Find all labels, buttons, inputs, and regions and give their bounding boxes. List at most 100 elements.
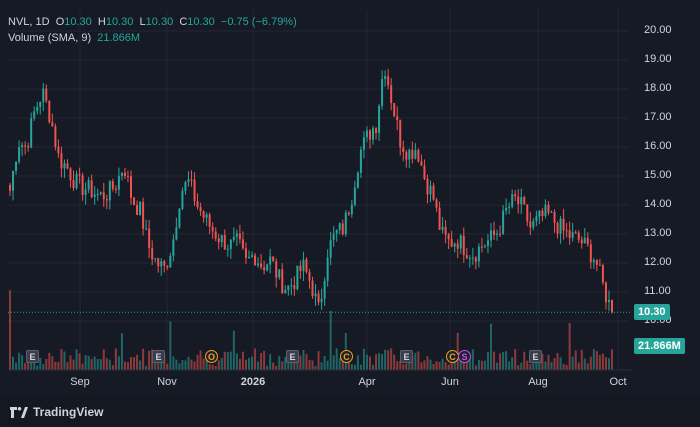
volume-bar: [611, 349, 613, 370]
split-event-marker[interactable]: S: [458, 350, 471, 363]
volume-bar: [514, 349, 517, 370]
volume-bar: [520, 362, 523, 370]
candle-body: [145, 228, 148, 230]
candle-body: [63, 163, 66, 169]
volume-bar: [175, 359, 178, 370]
candle-body: [477, 246, 480, 262]
volume-bar: [529, 364, 532, 370]
candle-body: [69, 168, 72, 181]
volume-bar: [314, 365, 317, 370]
volume-bar: [290, 360, 293, 370]
volume-bar: [39, 357, 42, 370]
volume-bar: [232, 330, 235, 370]
volume-bar: [508, 361, 511, 370]
candle-body: [362, 137, 365, 150]
candle-body: [199, 207, 202, 212]
candle-body: [33, 111, 36, 119]
volume-bar: [411, 356, 414, 370]
candle-body: [583, 237, 586, 244]
candle-body: [441, 226, 444, 230]
candle-body: [565, 230, 568, 232]
earnings-event-marker[interactable]: E: [400, 350, 413, 363]
candle-body: [402, 147, 405, 152]
candle-body: [172, 239, 175, 256]
volume-bar: [381, 354, 384, 370]
volume-bar: [341, 359, 344, 370]
volume-bar: [66, 362, 69, 370]
candle-body: [356, 172, 359, 188]
candle-body: [111, 181, 114, 189]
volume-bar: [378, 353, 381, 370]
earnings-event-marker[interactable]: E: [152, 350, 165, 363]
volume-bar: [254, 348, 257, 370]
candle-body: [15, 161, 18, 171]
volume-bar: [211, 364, 214, 370]
candle-body: [229, 239, 232, 249]
candle-body: [611, 300, 613, 313]
candle-body: [299, 265, 302, 272]
volume-bar: [332, 355, 335, 370]
candle-body: [335, 229, 338, 234]
volume-bar: [133, 357, 136, 370]
volume-bar: [187, 356, 190, 370]
candle-body: [604, 282, 607, 303]
candle-body: [296, 265, 299, 290]
volume-bar: [251, 356, 254, 370]
corporate-event-marker[interactable]: C: [340, 350, 353, 363]
candle-body: [84, 189, 87, 195]
volume-bar: [459, 358, 462, 370]
price-tick-label: 19.00: [644, 53, 672, 65]
candle-body: [574, 232, 577, 234]
earnings-event-marker[interactable]: E: [529, 350, 542, 363]
volume-bar: [87, 355, 90, 370]
volume-bar: [130, 357, 133, 370]
tradingview-logo[interactable]: TradingView: [10, 405, 103, 419]
candle-body: [81, 175, 84, 195]
volume-bar: [489, 323, 492, 370]
volume-bar: [226, 352, 229, 370]
candle-body: [211, 226, 214, 232]
volume-bar: [559, 357, 562, 370]
candle-body: [244, 248, 247, 258]
candle-body: [547, 204, 550, 213]
volume-bar: [562, 363, 565, 370]
candle-body: [269, 256, 272, 265]
volume-bar: [217, 360, 220, 370]
other-event-marker[interactable]: O: [205, 350, 218, 363]
current-price-tag: 10.30: [634, 304, 670, 320]
volume-bar: [556, 352, 559, 370]
earnings-event-marker[interactable]: E: [26, 350, 39, 363]
volume-bar: [181, 360, 184, 370]
time-tick-label: Nov: [157, 376, 177, 388]
candle-body: [214, 231, 217, 239]
chart-area[interactable]: NVL, 1D O10.30 H10.30 L10.30 C10.30 −0.7…: [0, 0, 700, 395]
candle-body: [114, 188, 117, 190]
candle-body: [266, 264, 269, 271]
candle-body: [483, 245, 486, 247]
volume-bar: [157, 359, 160, 370]
candle-body: [432, 185, 435, 200]
volume-bar: [574, 350, 577, 370]
volume-bar: [184, 360, 187, 370]
earnings-event-marker[interactable]: E: [286, 350, 299, 363]
volume-bar: [15, 362, 18, 370]
candle-body: [108, 181, 111, 201]
candle-body: [154, 258, 157, 260]
volume-bar: [72, 359, 75, 370]
candle-body: [514, 194, 517, 197]
candle-body: [217, 238, 220, 243]
volume-bar: [223, 351, 226, 370]
price-tick-label: 17.00: [644, 111, 672, 123]
price-tick-label: 12.00: [644, 256, 672, 268]
price-tick-label: 18.00: [644, 82, 672, 94]
volume-bar: [577, 362, 580, 370]
candle-body: [523, 197, 526, 205]
volume-bar: [78, 353, 81, 370]
candle-body: [57, 146, 60, 154]
candle-body: [359, 149, 362, 173]
candle-body: [471, 257, 474, 259]
price-chart[interactable]: [0, 0, 700, 395]
candle-body: [187, 179, 190, 182]
candle-body: [275, 261, 278, 278]
volume-bar: [272, 362, 275, 370]
